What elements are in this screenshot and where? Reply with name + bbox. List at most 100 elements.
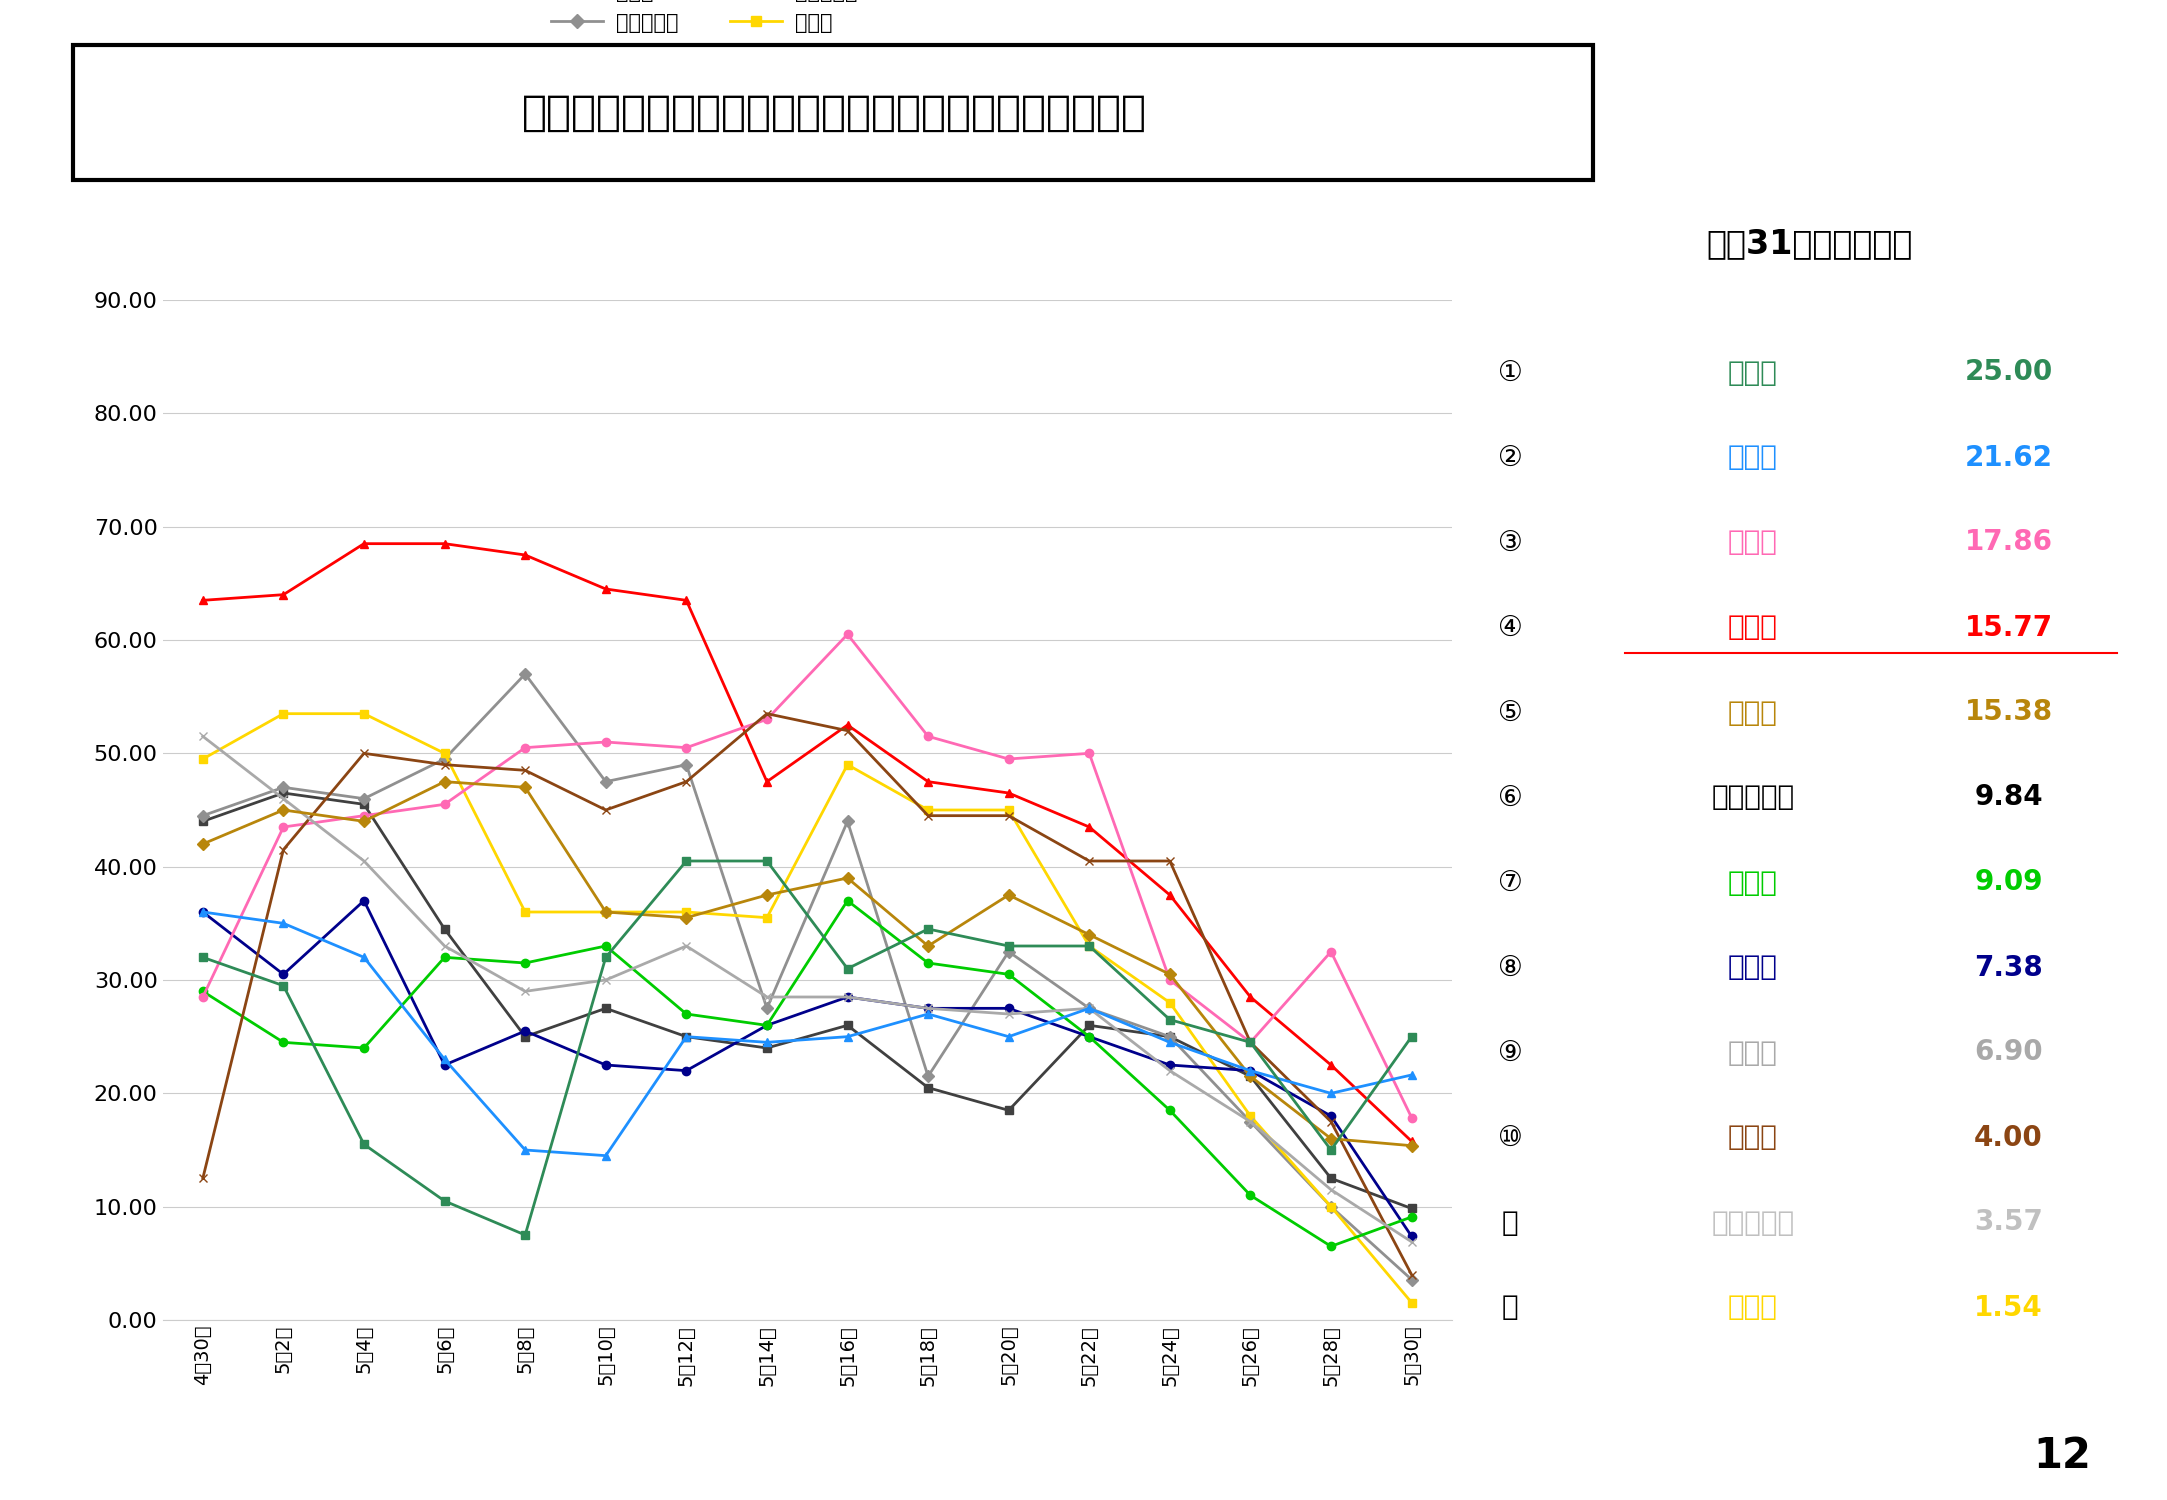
大和郡山市 <box>1077 999 1103 1017</box>
桜井市 <box>1077 1028 1103 1045</box>
宇陀市 <box>594 948 620 966</box>
五條市 <box>351 807 377 825</box>
五條市 <box>1157 970 1183 988</box>
大和郡山市 <box>914 1068 940 1086</box>
Line: 五條市: 五條市 <box>199 630 1415 1122</box>
生駒市 <box>351 852 377 870</box>
桜井市 <box>271 1034 297 1052</box>
Line: 奈良市: 奈良市 <box>199 540 1415 1146</box>
Text: 4.00: 4.00 <box>1974 1124 2043 1152</box>
御所市 <box>1398 1266 1424 1284</box>
橿原市 <box>674 1062 700 1080</box>
大和郡山市 <box>511 664 537 682</box>
生駒市 <box>511 982 537 1000</box>
奈良市 <box>1398 1132 1424 1150</box>
奈良市 <box>674 591 700 609</box>
葛城市 <box>1318 1084 1344 1102</box>
大和郡山市 <box>271 778 297 796</box>
生駒市 <box>914 999 940 1017</box>
奈良市 <box>1157 886 1183 904</box>
生駒市 <box>1077 999 1103 1017</box>
桜井市 <box>834 891 860 909</box>
生駒市 <box>754 988 780 1006</box>
桜井市 <box>1398 1208 1424 1225</box>
大和高田市 <box>1318 1170 1344 1188</box>
FancyBboxPatch shape <box>74 45 1593 180</box>
大和高田市 <box>754 1040 780 1058</box>
生駒市 <box>1318 1180 1344 1198</box>
香芝市 <box>431 772 457 790</box>
宇陀市 <box>1077 938 1103 956</box>
Text: 県内１２市の直近１週間の１０万人当たり陽性者数推移: 県内１２市の直近１週間の１０万人当たり陽性者数推移 <box>522 92 1146 134</box>
五條市 <box>594 734 620 752</box>
葛城市 <box>1157 1034 1183 1052</box>
宇陀市 <box>995 938 1021 956</box>
天理市 <box>1157 993 1183 1011</box>
Text: 9.84: 9.84 <box>1974 783 2043 812</box>
大和高田市 <box>191 813 217 831</box>
奈良市 <box>351 534 377 552</box>
大和高田市 <box>431 920 457 938</box>
天理市 <box>674 903 700 921</box>
生駒市 <box>1398 1233 1424 1251</box>
天理市 <box>1077 938 1103 956</box>
桜井市 <box>594 938 620 956</box>
Text: 3.57: 3.57 <box>1974 1209 2043 1236</box>
Text: 宇陀市: 宇陀市 <box>1727 358 1777 387</box>
天理市 <box>431 744 457 762</box>
香芝市 <box>1237 1068 1263 1086</box>
大和郡山市 <box>594 772 620 790</box>
大和高田市 <box>995 1101 1021 1119</box>
大和高田市 <box>351 795 377 813</box>
香芝市 <box>1157 966 1183 984</box>
奈良市 <box>1237 988 1263 1006</box>
桜井市 <box>191 982 217 1000</box>
Line: 大和高田市: 大和高田市 <box>199 789 1415 1212</box>
Line: 桜井市: 桜井市 <box>199 897 1415 1251</box>
五條市 <box>431 795 457 813</box>
Text: 香芝市: 香芝市 <box>1727 699 1777 726</box>
天理市 <box>995 801 1021 819</box>
天理市 <box>1318 1197 1344 1215</box>
桜井市 <box>674 1005 700 1023</box>
生駒市 <box>995 1005 1021 1023</box>
宇陀市 <box>834 960 860 978</box>
五條市 <box>834 626 860 644</box>
葛城市 <box>271 915 297 933</box>
香芝市 <box>1077 926 1103 944</box>
大和高田市 <box>1237 1068 1263 1086</box>
Text: 9.09: 9.09 <box>1974 868 2043 897</box>
大和郡山市 <box>1318 1197 1344 1215</box>
橿原市 <box>511 1022 537 1040</box>
葛城市 <box>914 1005 940 1023</box>
御所市 <box>511 762 537 780</box>
Text: 17.86: 17.86 <box>1965 528 2052 556</box>
橿原市 <box>271 966 297 984</box>
Line: 香芝市: 香芝市 <box>199 777 1415 1150</box>
宇陀市 <box>754 852 780 870</box>
生駒市 <box>271 789 297 807</box>
橿原市 <box>1157 1056 1183 1074</box>
大和郡山市 <box>754 999 780 1017</box>
宇陀市 <box>1157 1011 1183 1029</box>
天理市 <box>351 705 377 723</box>
大和郡山市 <box>674 756 700 774</box>
Text: ⑤: ⑤ <box>1497 699 1523 726</box>
葛城市 <box>754 1034 780 1052</box>
天理市 <box>511 903 537 921</box>
Line: 生駒市: 生駒市 <box>199 732 1415 1246</box>
葛城市 <box>1237 1062 1263 1080</box>
Text: ⑦: ⑦ <box>1497 868 1523 897</box>
Text: 12: 12 <box>2033 1436 2091 1478</box>
Text: 桜井市: 桜井市 <box>1727 868 1777 897</box>
天理市 <box>1398 1293 1424 1311</box>
大和郡山市 <box>1157 1028 1183 1045</box>
香芝市 <box>594 903 620 921</box>
Text: 大和高田市: 大和高田市 <box>1712 783 1794 812</box>
Line: 天理市: 天理市 <box>199 710 1415 1306</box>
Text: 葛城市: 葛城市 <box>1727 444 1777 471</box>
大和郡山市 <box>834 813 860 831</box>
香芝市 <box>1318 1130 1344 1148</box>
天理市 <box>271 705 297 723</box>
五條市 <box>1237 1034 1263 1052</box>
